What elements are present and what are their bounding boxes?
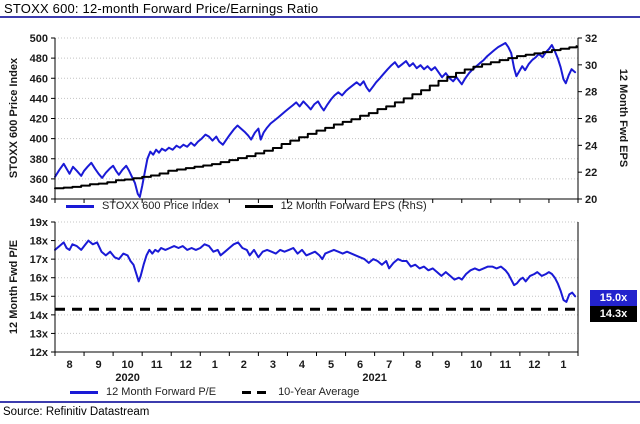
series-stoxx-600-price-index bbox=[54, 42, 577, 198]
bottom-chart-legend: 12 Month Forward P/E 10-Year Average bbox=[70, 386, 385, 398]
month-label: 2 bbox=[241, 359, 247, 371]
left-axis-tick-label: 480 bbox=[30, 53, 48, 65]
legend-label: 12 Month Forward EPS (RhS) bbox=[280, 200, 427, 212]
legend-label: 12 Month Forward P/E bbox=[106, 386, 217, 398]
left-axis-tick-label: 16x bbox=[30, 273, 49, 285]
legend-item-forward-eps: 12 Month Forward EPS (RhS) bbox=[244, 200, 427, 212]
month-label: 7 bbox=[386, 359, 392, 371]
left-axis-tick-label: 14x bbox=[30, 310, 49, 322]
month-label: 8 bbox=[415, 359, 421, 371]
month-label: 9 bbox=[444, 359, 450, 371]
month-label: 1 bbox=[560, 359, 566, 371]
page-title: STOXX 600: 12-month Forward Price/Earnin… bbox=[4, 1, 319, 16]
right-axis-tick-label: 20 bbox=[585, 194, 597, 206]
left-axis-tick-label: 500 bbox=[30, 33, 48, 45]
month-label: 6 bbox=[357, 359, 363, 371]
month-label: 4 bbox=[299, 359, 306, 371]
month-label: 8 bbox=[66, 359, 72, 371]
right-axis-tick-label: 32 bbox=[585, 33, 597, 45]
top-chart-legend: STOXX 600 Price Index 12 Month Forward E… bbox=[66, 200, 453, 212]
month-label: 10 bbox=[122, 359, 134, 371]
legend-item-price-index: STOXX 600 Price Index bbox=[66, 200, 219, 212]
legend-label: STOXX 600 Price Index bbox=[102, 200, 219, 212]
month-label: 12 bbox=[528, 359, 540, 371]
legend-item-forward-pe: 12 Month Forward P/E bbox=[70, 386, 216, 398]
forward-eps-line-sample bbox=[244, 204, 273, 208]
left-axis-tick-label: 340 bbox=[30, 194, 48, 206]
month-label: 11 bbox=[151, 359, 163, 371]
month-label: 3 bbox=[270, 359, 276, 371]
price-index-line-sample bbox=[66, 204, 94, 208]
month-label: 5 bbox=[328, 359, 334, 371]
year-label: 2021 bbox=[362, 372, 386, 384]
left-axis-tick-label: 380 bbox=[30, 154, 48, 166]
ten-year-average-line-sample bbox=[242, 390, 271, 394]
left-axis-tick-label: 460 bbox=[30, 73, 48, 85]
left-axis-tick-label: 360 bbox=[30, 174, 48, 186]
source-divider bbox=[0, 401, 640, 403]
legend-label: 10-Year Average bbox=[278, 386, 360, 398]
month-label: 1 bbox=[212, 359, 218, 371]
month-label: 11 bbox=[500, 359, 512, 371]
right-axis-tick-label: 26 bbox=[585, 114, 597, 126]
right-axis-tick-label: 30 bbox=[585, 60, 597, 72]
pe-average-value-badge: 14.3x bbox=[590, 306, 637, 322]
title-underline bbox=[0, 16, 640, 18]
left-axis-tick-label: 420 bbox=[30, 114, 48, 126]
source-text: Source: Refinitiv Datastream bbox=[3, 406, 150, 418]
top-chart-left-axis-title: STOXX 600 Price Index bbox=[8, 57, 20, 179]
left-axis-tick-label: 12x bbox=[30, 347, 49, 359]
left-axis-tick-label: 400 bbox=[30, 134, 48, 146]
series-12-month-forward-p-e bbox=[54, 239, 577, 303]
left-axis-tick-label: 440 bbox=[30, 93, 48, 105]
left-axis-tick-label: 18x bbox=[30, 236, 49, 248]
left-axis-tick-label: 17x bbox=[30, 254, 49, 266]
right-axis-tick-label: 28 bbox=[585, 87, 597, 99]
left-axis-tick-label: 19x bbox=[30, 217, 49, 229]
bottom-chart-left-axis-title: 12 Month Fwd P/E bbox=[8, 239, 20, 335]
month-label: 10 bbox=[470, 359, 482, 371]
series-12-month-forward-eps-rhs- bbox=[54, 45, 578, 190]
right-axis-tick-label: 24 bbox=[585, 140, 598, 152]
forward-pe-line-sample bbox=[70, 390, 98, 394]
left-axis-tick-label: 15x bbox=[30, 291, 49, 303]
month-label: 9 bbox=[96, 359, 102, 371]
top-chart-right-axis-title: 12 Month Fwd EPS bbox=[617, 68, 629, 168]
right-axis-tick-label: 22 bbox=[585, 167, 597, 179]
pe-current-value-badge: 15.0x bbox=[590, 290, 637, 306]
year-label: 2020 bbox=[115, 372, 139, 384]
month-label: 12 bbox=[180, 359, 192, 371]
left-axis-tick-label: 13x bbox=[30, 328, 49, 340]
legend-item-ten-year-average: 10-Year Average bbox=[242, 386, 359, 398]
